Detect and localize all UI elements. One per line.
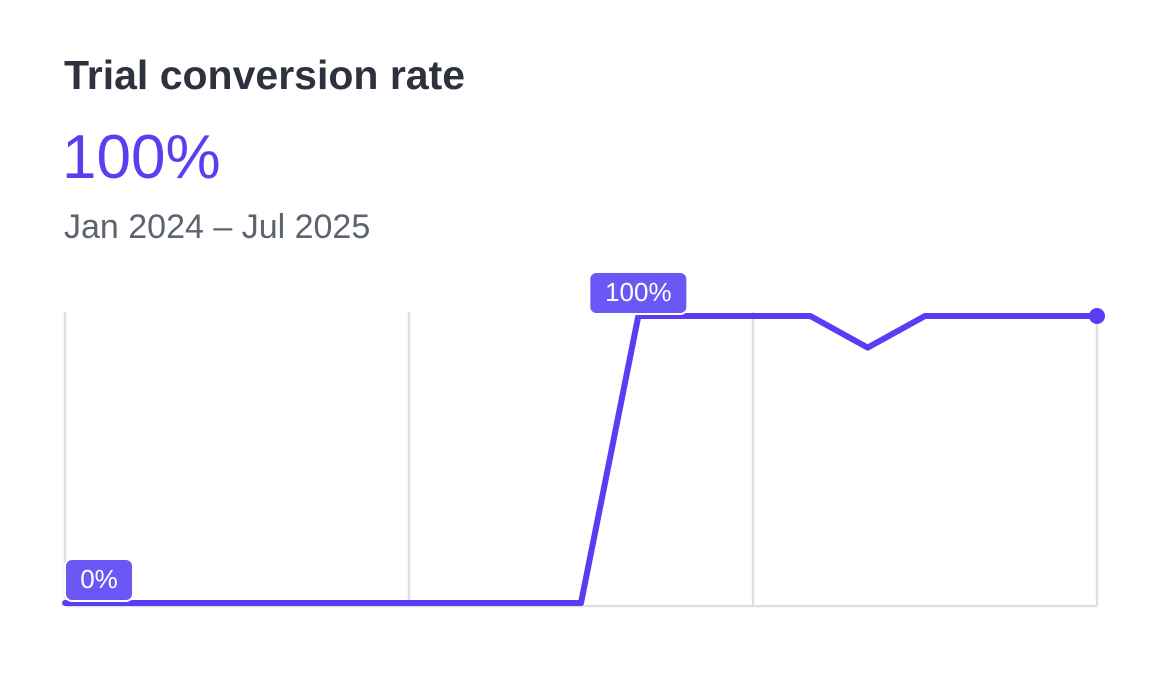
data-label-box	[64, 558, 134, 602]
data-label-text: 100%	[605, 277, 672, 307]
headline-value: 100%	[62, 123, 221, 192]
data-label: 100%	[588, 271, 689, 315]
end-point	[1089, 308, 1105, 324]
line	[62, 313, 1100, 606]
data-label: 0%	[64, 558, 134, 602]
date-range: Jan 2024 – Jul 2025	[64, 208, 371, 246]
data-label-text: 0%	[80, 564, 118, 594]
data-label-box	[588, 271, 689, 315]
card-title: Trial conversion rate	[64, 52, 466, 98]
